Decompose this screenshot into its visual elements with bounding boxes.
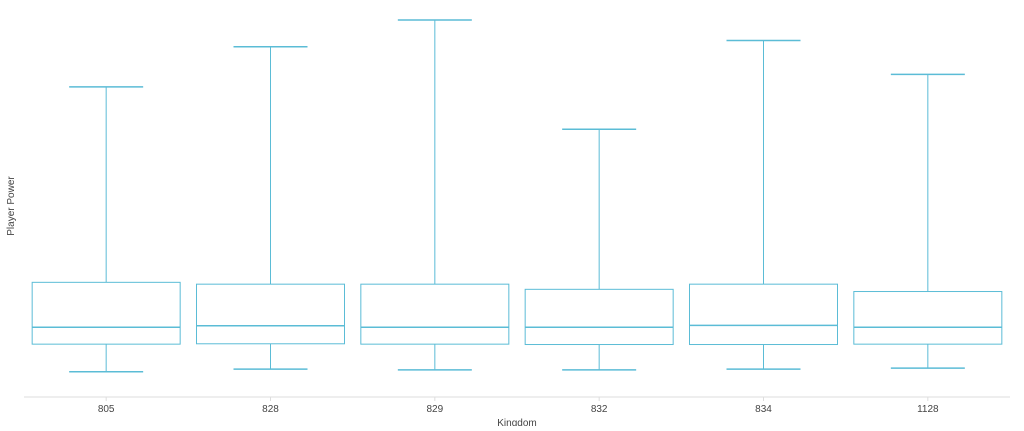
x-tick-label: 829 xyxy=(426,404,443,415)
x-tick-label: 832 xyxy=(591,404,608,415)
x-tick-label: 828 xyxy=(262,404,279,415)
iqr-box xyxy=(524,288,674,346)
labels-layer: 805 828 829 832 834 1128 xyxy=(98,404,939,415)
box-group-832 xyxy=(524,128,674,371)
box-group-828 xyxy=(196,46,345,370)
box-group-834 xyxy=(689,39,838,370)
iqr-box xyxy=(360,283,510,345)
iqr-box xyxy=(853,291,1003,345)
x-tick-label: 1128 xyxy=(917,404,939,415)
iqr-box xyxy=(689,283,838,346)
box-group-1128 xyxy=(853,73,1003,369)
x-axis-title: Kingdom xyxy=(497,418,536,426)
x-tick-label: 834 xyxy=(755,404,772,415)
box-group-805 xyxy=(31,86,181,373)
y-axis-title: Player Power xyxy=(6,176,17,236)
box-group-829 xyxy=(360,19,510,371)
x-tick-label: 805 xyxy=(98,404,115,415)
iqr-box xyxy=(196,283,345,345)
iqr-box xyxy=(31,281,181,345)
axes-layer xyxy=(24,396,1010,401)
boxes-layer xyxy=(31,19,1003,373)
